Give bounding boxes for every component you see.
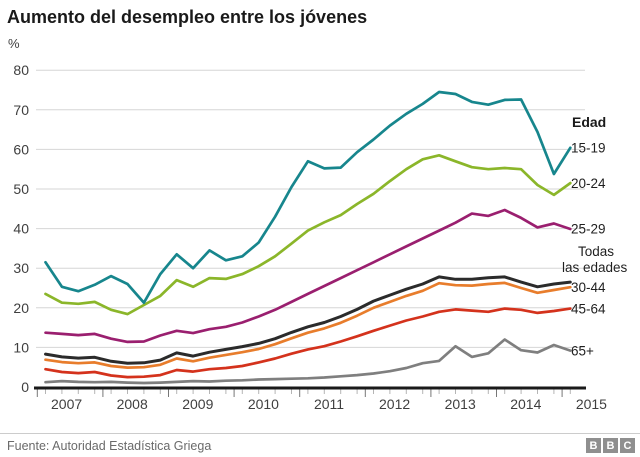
bbc-logo-letter: B — [586, 438, 601, 453]
y-axis-tick-label: 10 — [13, 339, 29, 355]
legend-label-15-19: 15-19 — [571, 141, 606, 156]
y-axis-tick-label: 40 — [13, 221, 29, 237]
y-axis-tick-label: 30 — [13, 260, 29, 276]
y-axis-tick-label: 50 — [13, 181, 29, 197]
legend-label-todas: Todas — [578, 244, 614, 259]
x-axis-year-label: 2007 — [51, 396, 82, 412]
series-line-30-44 — [44, 281, 572, 369]
series-line-65+ — [44, 338, 572, 385]
chart-title: Aumento del desempleo entre los jóvenes — [7, 7, 368, 27]
legend-header: Edad — [572, 114, 606, 130]
series-line-todas-las-edades — [44, 275, 572, 365]
line-chart: 0 10 20 30 40 50 60 70 80 2007 2008 2009 2010 2011 201… — [0, 48, 640, 420]
footer-divider — [0, 433, 640, 434]
bbc-logo-letter: C — [620, 438, 635, 453]
y-axis-tick-label: 0 — [21, 379, 29, 395]
chart-canvas: 0 10 20 30 40 50 60 70 80 2007 2008 2009 2010 2011 201… — [13, 62, 628, 412]
y-axis-unit-label: % — [8, 36, 20, 51]
series-line-15-19 — [44, 90, 572, 305]
y-axis-tick-label: 80 — [13, 62, 29, 78]
x-axis-year-label: 2009 — [182, 396, 213, 412]
legend-label-las-edades: las edades — [562, 260, 628, 275]
x-axis-year-label: 2015 — [576, 396, 607, 412]
x-axis-year-label: 2013 — [445, 396, 476, 412]
y-axis-tick-label: 70 — [13, 102, 29, 118]
legend-label-25-29: 25-29 — [571, 222, 606, 237]
series-line-20-24 — [44, 153, 572, 316]
legend-label-45-64: 45-64 — [571, 301, 606, 316]
x-axis-year-label: 2011 — [314, 396, 344, 412]
x-axis-year-label: 2012 — [379, 396, 410, 412]
y-axis-tick-label: 20 — [13, 300, 29, 316]
source-attribution: Fuente: Autoridad Estadística Griega — [7, 439, 212, 453]
bbc-logo: B B C — [586, 438, 635, 453]
series-line-45-64 — [44, 307, 572, 379]
legend-label-30-44: 30-44 — [571, 280, 606, 295]
legend-label-65+: 65+ — [571, 343, 594, 358]
bbc-logo-letter: B — [603, 438, 618, 453]
x-axis-year-label: 2014 — [510, 396, 541, 412]
series-line-25-29 — [44, 208, 572, 344]
y-axis-tick-label: 60 — [13, 141, 29, 157]
x-axis-year-label: 2010 — [248, 396, 279, 412]
x-axis-year-label: 2008 — [117, 396, 148, 412]
legend-label-20-24: 20-24 — [571, 176, 606, 191]
